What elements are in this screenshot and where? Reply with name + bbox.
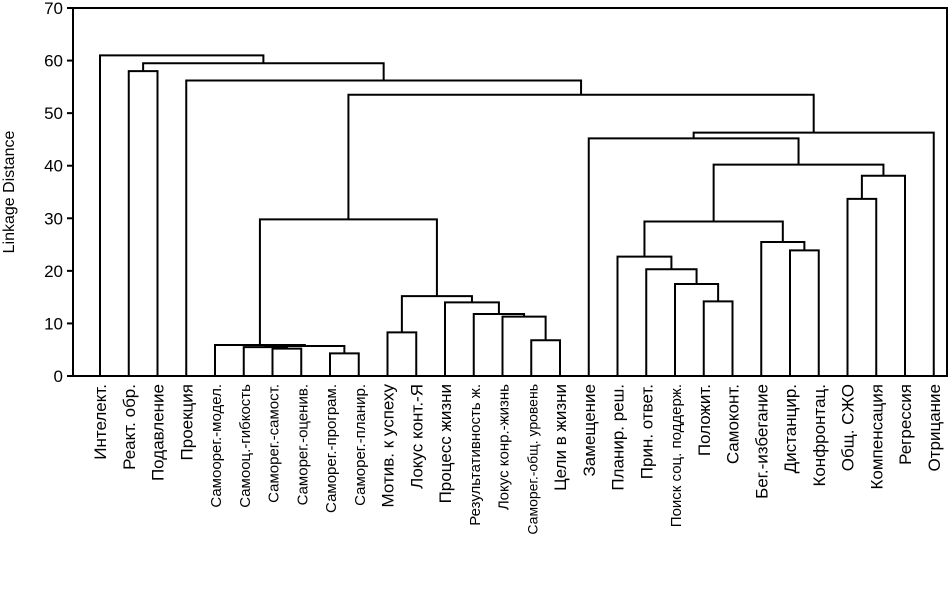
dendrogram-link-m3 xyxy=(242,346,288,376)
leaf-label: Локус конт.-Я xyxy=(407,384,426,489)
leaf-label: Общ. СЖО xyxy=(839,384,858,471)
leaf-label: Положит. xyxy=(695,384,714,456)
dendrogram-link-m12 xyxy=(258,218,438,345)
leaf-label: Самоoрег.-модел. xyxy=(208,384,225,508)
leaf-label: Интелект. xyxy=(91,384,110,460)
y-tick-label: 30 xyxy=(44,209,63,228)
dendrogram-link-m21 xyxy=(860,174,906,376)
leaf-label: Мотив. к успеху xyxy=(379,384,398,508)
dendrogram-link-m14 xyxy=(674,283,720,376)
leaf-label: Самoрег.-самост. xyxy=(266,384,283,503)
plot-frame-layer xyxy=(72,7,948,377)
dendrogram-link-m8 xyxy=(472,312,526,376)
leaf-label: Замещение xyxy=(580,384,599,476)
dendrogram-link-m10 xyxy=(386,331,418,376)
y-axis-label: Linkage Distance xyxy=(1,131,18,254)
leaf-label: Отрицание xyxy=(925,384,944,472)
dendrogram-link-m25 xyxy=(347,93,815,220)
leaf-labels: Интелект. Реакт. обр. Подавление Проекция Са… xyxy=(91,384,944,535)
dendrogram-link-m2 xyxy=(271,347,303,376)
dendrogram-link-m1 xyxy=(329,352,360,376)
leaf-label: Цели в жизни xyxy=(551,384,570,491)
dendrogram-links xyxy=(99,54,935,376)
dendrogram-link-m26 xyxy=(185,79,583,376)
leaf-label: Процесс жизни xyxy=(436,384,455,503)
dendrogram-link-m18 xyxy=(760,240,806,376)
y-axis-ticks: 0 10 20 30 40 50 60 70 xyxy=(44,0,73,386)
leaf-label: Планир. реш. xyxy=(609,384,628,491)
leaf-label: Самoрег.-планир. xyxy=(352,384,369,506)
y-tick-label: 70 xyxy=(44,0,63,18)
leaf-label: Саморег.-общ. уровень xyxy=(524,384,540,535)
dendrogram-link-m17 xyxy=(789,249,820,376)
dendrogram-link-m5 xyxy=(214,343,306,376)
y-tick-label: 50 xyxy=(44,104,63,123)
leaf-label: Компенсация xyxy=(867,384,886,490)
leaf-label: Самoрег.-оценив. xyxy=(294,384,311,505)
dendrogram-link-m27 xyxy=(127,70,159,376)
leaf-label: Бег.-избегание xyxy=(752,384,771,499)
dendrogram-link-m7 xyxy=(501,315,547,376)
y-tick-label: 60 xyxy=(44,52,63,71)
leaf-label: Локус конр.-жизнь xyxy=(496,384,513,510)
leaf-label: Прин. ответ. xyxy=(637,384,656,479)
dendrogram-link-m29 xyxy=(99,54,265,376)
leaf-label: Реакт. обр. xyxy=(120,384,139,470)
leaf-label: Самоконт. xyxy=(724,384,743,464)
dendrogram-link-m20 xyxy=(846,197,878,376)
dendrogram-link-m6 xyxy=(530,339,561,376)
y-tick-label: 0 xyxy=(54,367,63,386)
leaf-label: Подавление xyxy=(149,384,168,481)
y-tick-label: 10 xyxy=(44,314,63,333)
leaf-label: Проекция xyxy=(177,384,196,460)
leaf-label: Самооц.-гибкость xyxy=(237,384,254,508)
leaf-label: Поиск соц. поддерж. xyxy=(668,384,685,527)
plot-frame xyxy=(72,7,948,377)
leaf-label: Результативность ж. xyxy=(467,384,484,526)
dendrogram-link-m16 xyxy=(616,255,673,376)
leaf-label: Регрессия xyxy=(896,384,915,465)
y-tick-label: 40 xyxy=(44,157,63,176)
dendrogram-link-m15 xyxy=(645,268,698,376)
leaf-label: Самoрег.-програм. xyxy=(323,384,340,513)
y-tick-label: 20 xyxy=(44,262,63,281)
leaf-label: Дистанцир. xyxy=(781,384,800,473)
dendrogram-link-m28 xyxy=(142,62,385,81)
leaf-label: Конфронтац. xyxy=(810,384,829,487)
dendrogram-link-m22 xyxy=(712,163,885,222)
dendrogram-link-m24 xyxy=(692,131,935,376)
dendrogram-link-m13 xyxy=(702,300,734,376)
